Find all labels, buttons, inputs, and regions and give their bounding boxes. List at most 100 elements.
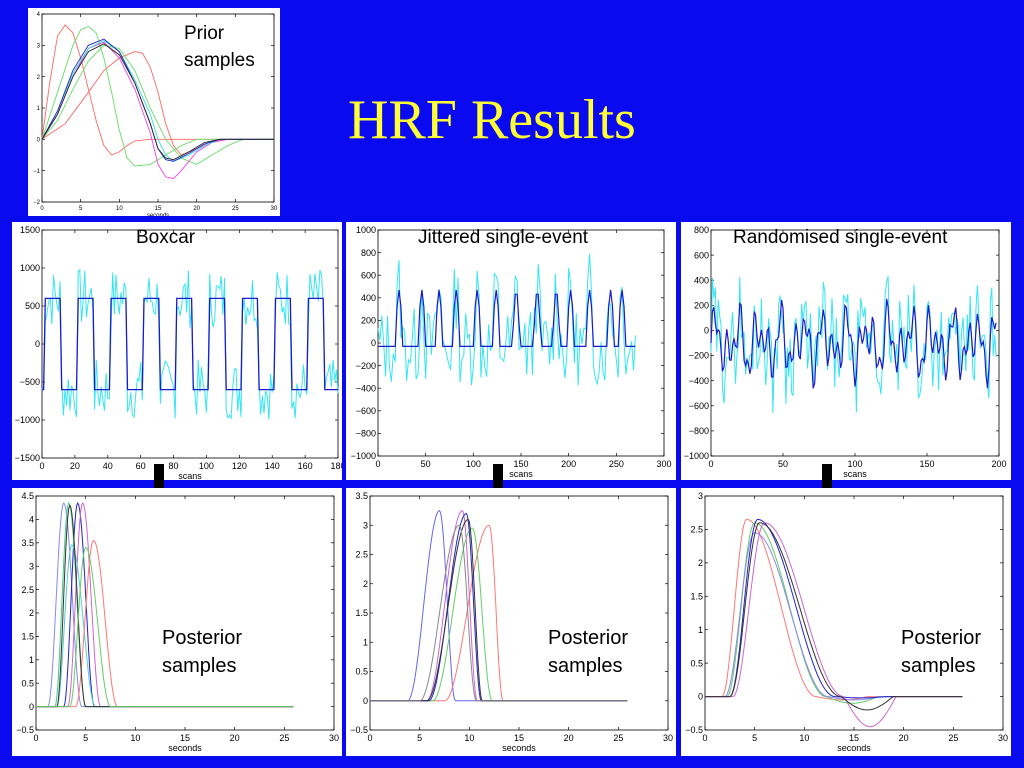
x-tick-label: 20 — [564, 733, 574, 743]
prior-series-line — [41, 44, 274, 165]
y-tick-label: 800 — [694, 225, 709, 235]
x-tick-label: 0 — [39, 461, 44, 471]
y-tick-label: 1000 — [356, 225, 376, 235]
randomised-chart: 0 50 100 150 200 −1000 −800 −600 −400 −200 0 200 400… — [684, 225, 1007, 479]
y-tick-label: −400 — [689, 376, 709, 386]
y-tick-label: 1500 — [20, 225, 40, 235]
y-tick-label: 0 — [371, 338, 376, 348]
randomised-title: Randomised single-event — [733, 227, 948, 248]
y-tick-label: 2.5 — [355, 550, 368, 560]
x-tick-label: 180 — [330, 461, 342, 471]
y-tick-label: 500 — [25, 301, 40, 311]
y-tick-label: −0.5 — [350, 725, 368, 735]
y-tick-label: 2 — [29, 608, 34, 618]
y-tick-label: 0 — [29, 702, 34, 712]
y-tick-label: 1 — [29, 655, 34, 665]
y-tick-label: 2.5 — [21, 585, 34, 595]
posterior-samples-label: Posterior samples — [901, 624, 981, 680]
y-tick-label: 200 — [361, 316, 376, 326]
x-tick-label: 100 — [847, 459, 862, 469]
posterior-label-line2: samples — [548, 655, 623, 677]
x-tick-label: 20 — [70, 461, 80, 471]
posterior-boxcar-chart: 0 5 10 15 20 25 30−0.500.511.522.533.544.5seco… — [16, 491, 339, 753]
y-tick-label: 3 — [29, 561, 34, 571]
posterior-samples-label: Posterior samples — [548, 624, 628, 680]
y-tick-label: −400 — [356, 383, 376, 393]
x-tick-label: 50 — [421, 459, 431, 469]
prior-series-line — [41, 43, 274, 161]
y-tick-label: 1 — [698, 625, 703, 635]
prior-series-line — [41, 24, 274, 156]
axes-box — [704, 495, 1004, 731]
x-tick-label: 50 — [778, 459, 788, 469]
y-tick-label: 0.5 — [21, 678, 34, 688]
x-tick-label: 0 — [33, 733, 38, 743]
x-tick-label: 15 — [849, 733, 859, 743]
x-tick-label: 30 — [271, 206, 278, 212]
x-tick-label: 140 — [265, 461, 280, 471]
y-tick-label: 400 — [694, 275, 709, 285]
y-tick-label: 0 — [37, 137, 41, 143]
y-tick-label: 0.5 — [355, 667, 368, 677]
y-tick-label: −0.5 — [16, 725, 34, 735]
x-tick-label: 10 — [130, 733, 140, 743]
x-axis-label: seconds — [147, 213, 169, 216]
posterior-series-line — [36, 546, 294, 708]
posterior-label-line2: samples — [901, 655, 976, 677]
y-tick-label: −800 — [356, 429, 376, 439]
y-tick-label: 0.5 — [690, 658, 703, 668]
x-tick-label: 15 — [180, 733, 190, 743]
x-tick-label: 10 — [116, 206, 123, 212]
x-tick-label: 5 — [417, 733, 422, 743]
axes-box — [41, 229, 339, 459]
x-tick-label: 5 — [752, 733, 757, 743]
x-tick-label: 10 — [799, 733, 809, 743]
raw-data-line — [41, 268, 339, 420]
y-tick-label: 2 — [698, 558, 703, 568]
x-tick-label: 25 — [232, 206, 239, 212]
x-tick-label: 15 — [514, 733, 524, 743]
prior-series-line — [41, 25, 274, 167]
raw-data-line — [710, 276, 997, 414]
x-tick-label: 60 — [136, 461, 146, 471]
y-tick-label: 4 — [37, 12, 41, 18]
y-tick-label: 3.5 — [21, 538, 34, 548]
posterior-samples-label: Posterior samples — [162, 624, 242, 680]
x-tick-label: 0 — [702, 733, 707, 743]
x-tick-label: 0 — [708, 459, 713, 469]
y-tick-label: −600 — [356, 406, 376, 416]
raw-data-line — [377, 253, 636, 386]
y-tick-label: 800 — [361, 248, 376, 258]
boxcar-panel: 0 20 40 60 80 100 120 140 160 180 −1500 −1000 −500 0 5… — [12, 222, 342, 480]
x-tick-label: 25 — [948, 733, 958, 743]
posterior-boxcar-panel: 0 5 10 15 20 25 30 −0.5 0 0.5 1 1.5 2 2.5 3 3.5 4 4.5 seco… — [12, 488, 342, 756]
x-tick-label: 100 — [466, 459, 481, 469]
x-tick-label: 20 — [230, 733, 240, 743]
x-tick-label: 250 — [609, 459, 624, 469]
y-tick-label: −800 — [689, 426, 709, 436]
x-axis-label: seconds — [502, 743, 536, 753]
prior-series-line — [41, 40, 274, 162]
y-tick-label: 3 — [363, 520, 368, 530]
y-tick-label: −200 — [689, 351, 709, 361]
fitted-response-line — [378, 289, 636, 348]
x-tick-label: 40 — [103, 461, 113, 471]
posterior-label-line1: Posterior — [901, 627, 982, 649]
y-tick-label: 0 — [35, 339, 40, 349]
x-tick-label: 20 — [899, 733, 909, 743]
prior-samples-panel: 0 5 10 15 20 25 30 −2 −1 0 1 2 3 4 seconds — [28, 8, 280, 216]
y-tick-label: −500 — [20, 377, 40, 387]
randomised-panel: 0 50 100 150 200 −1000 −800 −600 −400 −200 0 200 400… — [681, 222, 1011, 480]
fitted-response-line — [42, 297, 338, 391]
y-tick-label: 4 — [29, 515, 34, 525]
x-tick-label: 25 — [279, 733, 289, 743]
y-tick-label: 1.5 — [21, 632, 34, 642]
x-axis-label: seconds — [168, 743, 202, 753]
y-tick-label: −1000 — [15, 415, 40, 425]
posterior-series-line — [370, 524, 628, 702]
posterior-series-line — [705, 522, 963, 711]
y-tick-label: 0 — [363, 696, 368, 706]
x-tick-label: 15 — [155, 206, 162, 212]
y-tick-label: 2 — [363, 579, 368, 589]
